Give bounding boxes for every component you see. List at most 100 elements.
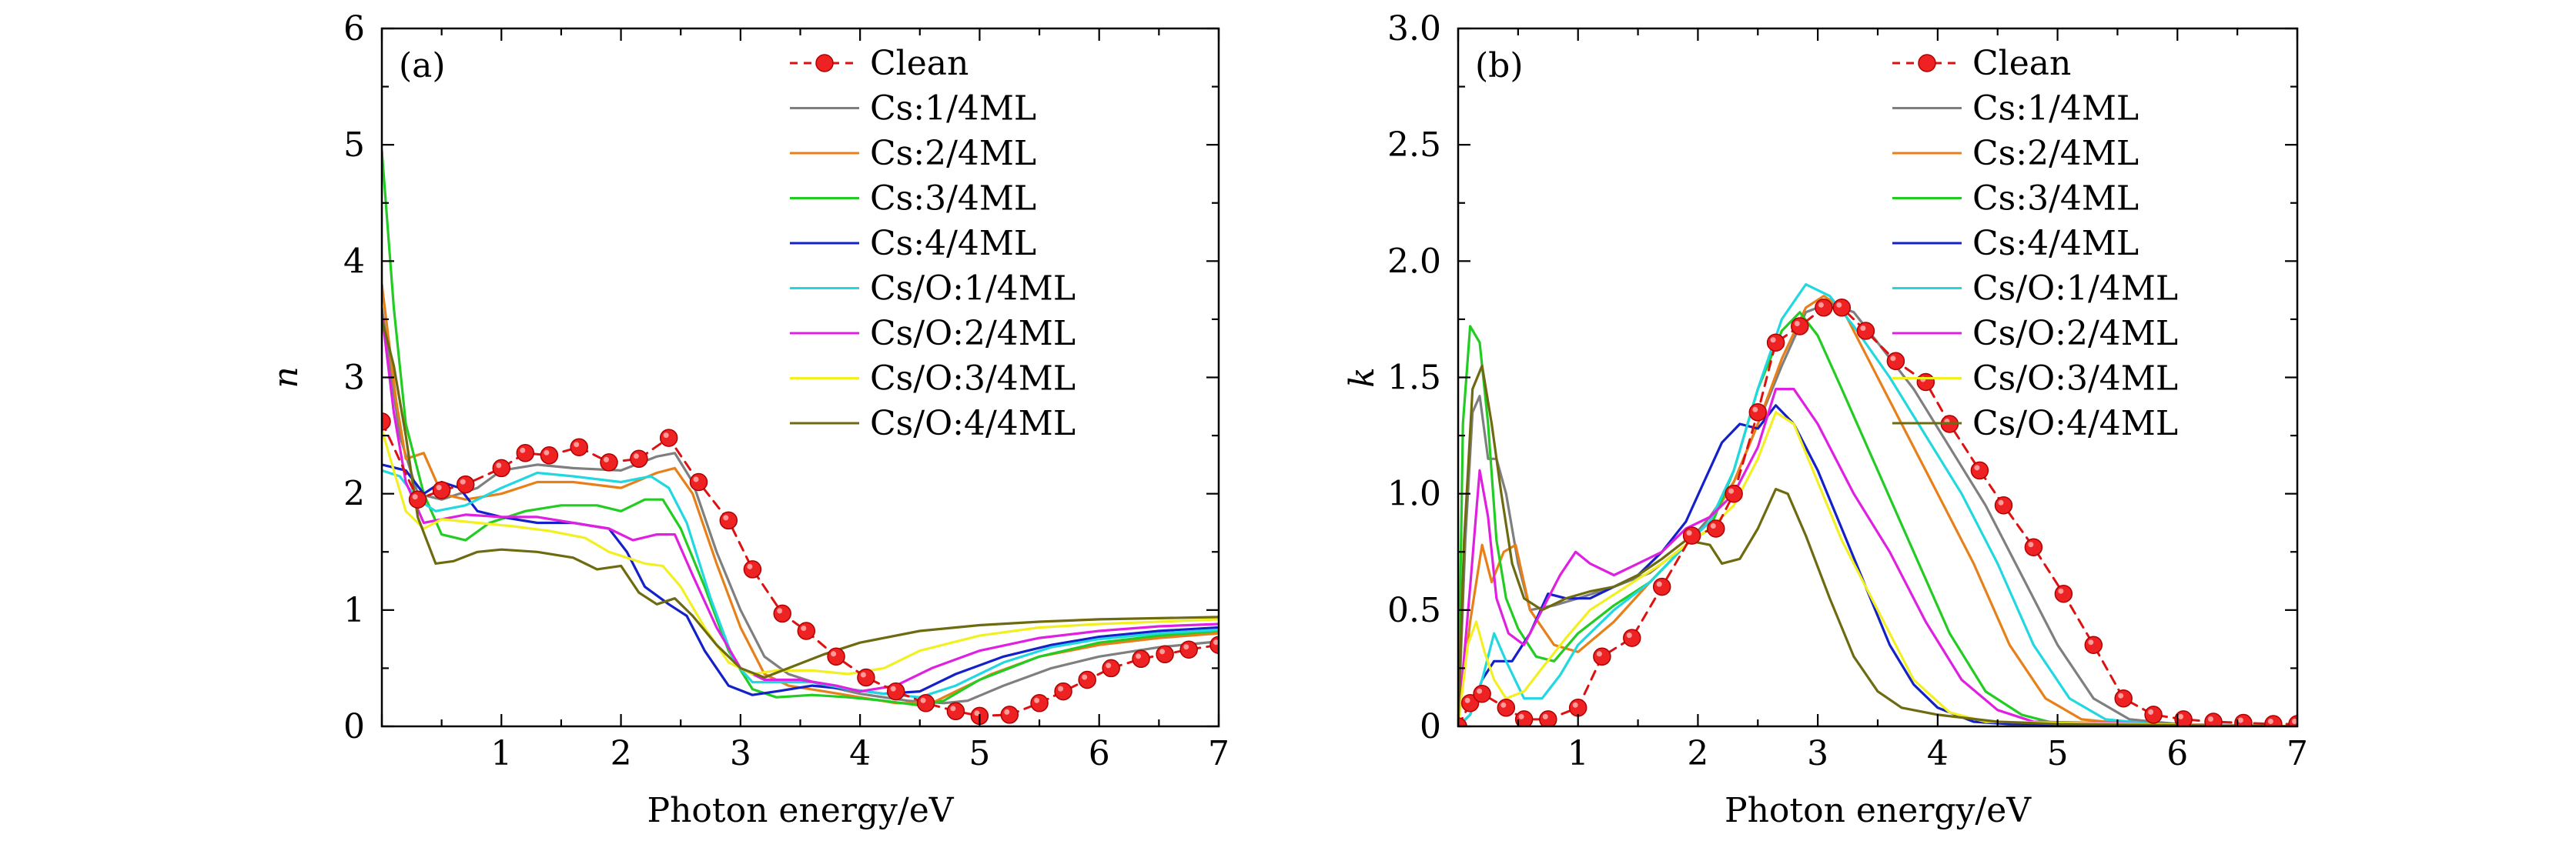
x-tick-label: 5 — [2047, 734, 2069, 773]
data-point-highlight — [663, 432, 669, 439]
data-point-clean — [1748, 403, 1768, 422]
y-tick-label: 0.5 — [1387, 591, 1441, 630]
data-point-clean — [689, 472, 708, 492]
legend-item: Cs:1/4ML — [790, 89, 1036, 128]
series-line-cs-o-4-4ml — [1458, 364, 2297, 726]
series-line-cs-3-4ml — [382, 149, 1219, 707]
data-point-clean — [1682, 526, 1701, 545]
data-point-clean — [1156, 645, 1174, 664]
legend-item: Cs:4/4ML — [1892, 224, 2139, 263]
data-point-clean — [492, 459, 511, 478]
data-point-highlight — [1818, 302, 1824, 308]
y-tick-label: 2.5 — [1387, 125, 1441, 165]
data-point-highlight — [1106, 662, 1112, 669]
data-point-highlight — [1626, 632, 1632, 639]
legend-label: Cs/O:1/4ML — [1972, 269, 2178, 309]
data-point-highlight — [2148, 709, 2154, 715]
legend-marker — [815, 54, 834, 72]
data-point-clean — [1832, 299, 1852, 317]
legend-label: Cs/O:3/4ML — [1972, 359, 2178, 399]
data-point-clean — [1916, 372, 1935, 392]
legend-label: Cs/O:2/4ML — [870, 314, 1076, 353]
y-tick-label: 0 — [1420, 707, 1441, 746]
y-tick-label: 0 — [343, 707, 365, 746]
data-point-highlight — [1686, 530, 1692, 536]
data-point-highlight — [1836, 302, 1842, 308]
x-axis-title: Photon energy/eV — [1725, 791, 2032, 830]
legend-item: Cs/O:4/4ML — [790, 404, 1076, 443]
legend-item: Cs/O:1/4ML — [1892, 269, 2178, 309]
legend-item: Cs:3/4ML — [790, 179, 1036, 219]
data-point-clean — [2084, 636, 2103, 654]
data-point-highlight — [801, 626, 807, 631]
data-point-clean — [827, 647, 845, 666]
data-point-highlight — [1974, 465, 1980, 471]
legend-label: Cs:3/4ML — [870, 179, 1036, 219]
legend-label: Cs:2/4ML — [870, 134, 1036, 173]
data-point-clean — [540, 446, 559, 465]
data-point-clean — [1078, 670, 1096, 689]
data-point-highlight — [1213, 639, 1219, 646]
x-tick-label: 3 — [730, 734, 751, 773]
data-point-clean — [797, 622, 816, 640]
x-tick-label: 4 — [849, 734, 871, 773]
data-point-highlight — [2292, 719, 2297, 724]
data-point-highlight — [1082, 674, 1088, 680]
legend-item: Cs:1/4ML — [1892, 89, 2139, 128]
data-point-clean — [1473, 684, 1491, 703]
data-point-clean — [1132, 649, 1150, 669]
data-point-clean — [382, 412, 391, 431]
data-point-highlight — [2178, 713, 2184, 719]
data-point-clean — [1886, 352, 1905, 371]
data-point-clean — [2144, 706, 2163, 724]
legend-item: Cs/O:1/4ML — [790, 269, 1076, 309]
data-point-highlight — [1752, 406, 1758, 412]
x-tick-label: 7 — [1208, 734, 1229, 773]
x-tick-label: 4 — [1927, 734, 1949, 773]
legend-label: Cs:3/4ML — [1972, 179, 2139, 219]
data-point-highlight — [693, 476, 699, 482]
data-point-clean — [1497, 699, 1516, 717]
data-point-highlight — [2088, 639, 2094, 646]
data-point-clean — [2204, 713, 2223, 726]
legend-item: Cs/O:2/4ML — [1892, 314, 2178, 353]
data-point-clean — [456, 475, 475, 494]
data-point-highlight — [1518, 713, 1524, 719]
legend: Clean Cs:1/4ML Cs:2/4ML Cs:3/4ML Cs:4/4ML Cs/… — [1892, 44, 2178, 443]
data-point-clean — [1791, 317, 1809, 335]
panel-b-extinction-coefficient-k: 1 2 3 4 5 6 7 0 0.5 1.0 1.5 2.0 2.5 3.0 Photon energy/… — [1343, 9, 2308, 830]
data-point-highlight — [1596, 651, 1602, 657]
x-tick-label: 6 — [2166, 734, 2188, 773]
y-tick-label: 3 — [343, 359, 365, 398]
legend-label: Cs:4/4ML — [870, 224, 1036, 263]
data-point-clean — [857, 668, 875, 687]
series-group — [1458, 283, 2297, 726]
data-point-highlight — [412, 494, 418, 500]
data-point-highlight — [436, 485, 442, 491]
data-point-highlight — [1860, 325, 1866, 331]
series-line-cs-o-3-4ml — [382, 428, 1219, 676]
y-axis-title: n — [266, 366, 306, 388]
legend-label: Cs/O:4/4ML — [1972, 404, 2178, 443]
data-point-clean — [1994, 496, 2013, 515]
series-line-cs-o-3-4ml — [1458, 411, 2297, 726]
data-point-clean — [1623, 629, 1641, 647]
x-tick-label: 2 — [611, 734, 632, 773]
legend-label: Cs:1/4ML — [870, 89, 1036, 128]
legend-item: Clean — [1892, 44, 2071, 83]
data-point-highlight — [1890, 355, 1896, 362]
data-point-clean — [719, 511, 738, 530]
data-point-highlight — [2208, 716, 2213, 722]
series-line-cs-1-4ml — [382, 306, 1219, 705]
legend-item: Cs:2/4ML — [1892, 134, 2139, 173]
data-point-highlight — [1464, 697, 1470, 703]
data-point-highlight — [1159, 649, 1166, 655]
legend-label: Cs:1/4ML — [1972, 89, 2139, 128]
x-axis-title: Photon energy/eV — [647, 791, 954, 830]
y-tick-label: 6 — [343, 9, 365, 48]
data-point-highlight — [2028, 542, 2034, 548]
data-point-highlight — [1477, 688, 1483, 694]
x-tick-label: 6 — [1089, 734, 1110, 773]
data-point-highlight — [460, 479, 466, 485]
x-tick-label: 5 — [969, 734, 990, 773]
